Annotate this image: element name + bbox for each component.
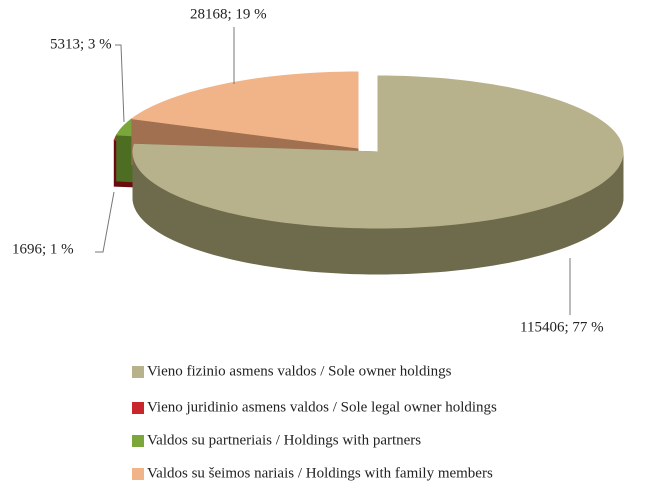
data-label: 115406; 77 % — [520, 319, 604, 335]
legend-swatch — [132, 435, 144, 447]
data-label: 28168; 19 % — [190, 6, 267, 22]
legend-swatch — [132, 366, 144, 378]
legend-swatch — [132, 468, 144, 480]
legend-swatch — [132, 402, 144, 414]
legend-label: Valdos su partneriais / Holdings with pa… — [147, 432, 421, 448]
leader-line — [95, 191, 115, 253]
data-label: 5313; 3 % — [50, 36, 112, 52]
legend-label: Vieno fizinio asmens valdos / Sole owner… — [147, 363, 452, 379]
legend-label: Vieno juridinio asmens valdos / Sole leg… — [147, 399, 497, 415]
pie — [113, 71, 624, 275]
data-label: 1696; 1 % — [12, 241, 74, 257]
legend: Vieno fizinio asmens valdos / Sole owner… — [132, 363, 497, 481]
leader-line — [115, 44, 125, 123]
legend-label: Valdos su šeimos nariais / Holdings with… — [147, 465, 493, 481]
slice — [130, 71, 359, 149]
slice — [132, 75, 624, 229]
